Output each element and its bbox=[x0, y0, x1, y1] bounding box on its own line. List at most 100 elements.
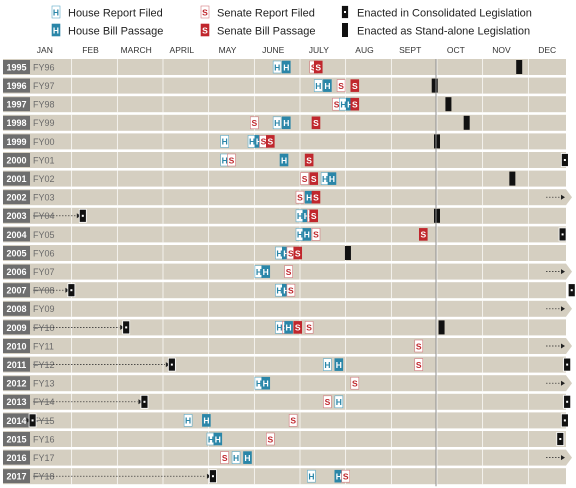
year-label: 2016 bbox=[6, 453, 26, 463]
event-house-passage-label: H bbox=[286, 323, 292, 333]
year-label: 2013 bbox=[6, 397, 26, 407]
year-box bbox=[3, 450, 30, 465]
house-report-icon bbox=[51, 5, 61, 19]
fiscal-year-label: FY13 bbox=[33, 379, 55, 389]
fiscal-year-label: FY06 bbox=[33, 248, 55, 258]
event-enacted-consolidated-dot bbox=[566, 400, 569, 403]
year-label: 2005 bbox=[6, 248, 26, 258]
event-senate-passage-label: S bbox=[295, 323, 301, 333]
row-2002: 2002 FY03 S H S bbox=[3, 189, 572, 206]
year-box bbox=[3, 190, 30, 205]
event-senate-report-label: S bbox=[416, 360, 422, 370]
year-label: 2004 bbox=[6, 230, 26, 240]
event-senate-report bbox=[311, 228, 321, 241]
event-senate-report-label: S bbox=[352, 379, 358, 389]
year-box bbox=[3, 432, 30, 446]
year-box bbox=[3, 357, 30, 372]
event-senate-report-label: S bbox=[311, 62, 317, 72]
event-house-passage-label: H bbox=[324, 81, 330, 91]
fiscal-year-label: FY05 bbox=[33, 230, 55, 240]
event-senate-report bbox=[336, 79, 346, 92]
row-band bbox=[3, 468, 566, 485]
event-house-report-label: H bbox=[274, 118, 280, 128]
event-house-passage bbox=[323, 79, 332, 92]
event-senate-report-label: S bbox=[297, 193, 303, 203]
event-house-report-label: H bbox=[233, 453, 239, 463]
month-label-jan: JAN bbox=[37, 45, 53, 55]
row-1997: 1997 FY98 S H HS bbox=[3, 96, 566, 113]
row-1998: 1998 FY99 S H H S bbox=[3, 114, 566, 131]
event-house-passage-label: H bbox=[336, 360, 342, 370]
event-house-passage-label: H bbox=[329, 174, 335, 184]
year-label: 2011 bbox=[7, 360, 27, 370]
event-house-report-label: H bbox=[274, 62, 280, 72]
year-label: 2003 bbox=[6, 211, 26, 221]
event-house-report-label: H bbox=[256, 267, 262, 277]
event-house-report-label: H bbox=[185, 416, 191, 426]
event-senate-report-label: S bbox=[338, 81, 344, 91]
event-house-passage bbox=[202, 414, 211, 427]
senate-passage-icon-label: S bbox=[202, 25, 208, 35]
year-box bbox=[3, 301, 30, 316]
event-house-passage-label: H bbox=[256, 137, 262, 147]
continues-arrowhead bbox=[561, 306, 565, 312]
row-2003: 2003FY04HHSS bbox=[3, 207, 566, 224]
event-senate-passage-label: S bbox=[311, 211, 317, 221]
event-house-report-label: H bbox=[308, 472, 314, 482]
row-2014: 2014 FY15 H H S bbox=[3, 412, 569, 429]
month-label-sept: SEPT bbox=[399, 45, 421, 55]
prior-enacted-marker-dot bbox=[81, 214, 84, 217]
row-2012: 2012 FY13 H H S bbox=[3, 375, 572, 392]
event-house-report bbox=[183, 414, 193, 427]
row-band bbox=[3, 338, 566, 354]
event-senate-report-label: S bbox=[343, 472, 349, 482]
event-house-passage bbox=[243, 451, 252, 464]
month-label-june: JUNE bbox=[262, 45, 285, 55]
row-band bbox=[3, 375, 566, 392]
fiscal-year-label: FY99 bbox=[33, 118, 55, 128]
row-band bbox=[3, 77, 566, 94]
event-enacted-consolidated-dot bbox=[563, 159, 566, 161]
event-house-passage-label: H bbox=[347, 100, 353, 110]
event-house-passage bbox=[213, 432, 223, 446]
year-label: 1998 bbox=[6, 118, 26, 128]
event-house-passage bbox=[261, 265, 271, 278]
event-house-passage-label: H bbox=[263, 267, 269, 277]
event-senate-passage bbox=[350, 97, 360, 111]
event-senate-report-label: S bbox=[286, 267, 292, 277]
year-box bbox=[3, 469, 30, 484]
fiscal-year-label: FY98 bbox=[33, 100, 55, 110]
consolidated-icon-dot bbox=[344, 11, 346, 13]
standalone-icon bbox=[342, 23, 348, 37]
legend-label-house-passage: House Bill Passage bbox=[68, 25, 163, 37]
year-label: 2007 bbox=[6, 286, 26, 296]
event-house-report bbox=[220, 135, 229, 148]
row-band bbox=[3, 412, 566, 429]
event-house-report-label: H bbox=[324, 360, 330, 370]
year-label: 1995 bbox=[6, 62, 26, 72]
event-senate-passage-label: S bbox=[352, 100, 358, 110]
event-house-report-label: H bbox=[340, 100, 346, 110]
fiscal-year-label: FY14 bbox=[33, 397, 55, 407]
event-senate-report-label: S bbox=[222, 453, 228, 463]
event-enacted-consolidated-dot bbox=[566, 363, 569, 366]
event-senate-report bbox=[295, 190, 305, 204]
fiscal-year-label: FY00 bbox=[33, 137, 55, 147]
house-passage-icon bbox=[51, 23, 61, 37]
event-senate-passage bbox=[309, 172, 319, 185]
event-house-report bbox=[272, 60, 282, 74]
row-2017: 2017 FY18 H H S bbox=[3, 468, 566, 485]
prior-enacted-marker-dot bbox=[143, 400, 146, 403]
event-senate-report-label: S bbox=[288, 248, 294, 258]
event-senate-passage bbox=[311, 116, 321, 130]
row-2000: 2000 FY01 H S H S bbox=[3, 152, 569, 168]
prior-enacted-marker-dot bbox=[70, 289, 73, 292]
row-2009: 2009FY10HSHSS bbox=[3, 319, 566, 336]
event-house-report-label: H bbox=[276, 248, 282, 258]
event-senate-report-label: S bbox=[261, 137, 267, 147]
year-box bbox=[3, 246, 30, 260]
fiscal-year-label: FY97 bbox=[33, 81, 55, 91]
event-senate-passage bbox=[293, 246, 303, 260]
month-axis: JAN FEB MARCH APRIL MAY JUNE JULY AUG SEPT OCT NOV… bbox=[37, 45, 556, 55]
